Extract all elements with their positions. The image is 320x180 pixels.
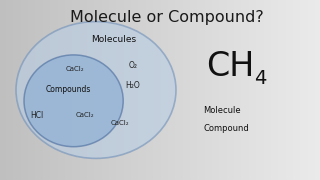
Text: H₂O: H₂O — [125, 81, 140, 90]
Ellipse shape — [24, 55, 123, 147]
Text: Molecule or Compound?: Molecule or Compound? — [69, 10, 263, 25]
Ellipse shape — [16, 22, 176, 158]
Text: 4: 4 — [254, 69, 267, 88]
Text: CH: CH — [206, 50, 255, 83]
Text: O₂: O₂ — [128, 61, 137, 70]
Text: Molecule: Molecule — [203, 106, 241, 115]
Text: CaCl₂: CaCl₂ — [76, 112, 94, 118]
Text: Compounds: Compounds — [46, 85, 92, 94]
Text: HCl: HCl — [30, 111, 44, 120]
Text: CaCl₂: CaCl₂ — [66, 66, 84, 72]
Text: Compound: Compound — [203, 124, 249, 133]
Text: CaCl₂: CaCl₂ — [111, 120, 129, 126]
Text: Molecules: Molecules — [91, 35, 136, 44]
